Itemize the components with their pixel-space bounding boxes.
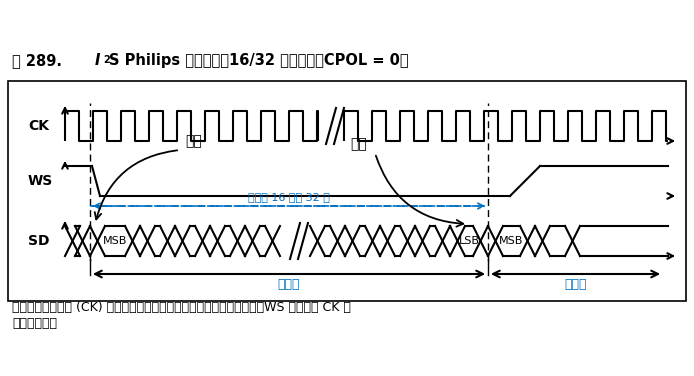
Text: 发送方在时钟信号 (CK) 的下降沿改变数据，接收方在上升沿读取数据。WS 信号也在 CK 的: 发送方在时钟信号 (CK) 的下降沿改变数据，接收方在上升沿读取数据。WS 信号… [12, 301, 351, 314]
Text: MSB: MSB [103, 236, 127, 246]
Text: 发送: 发送 [185, 134, 202, 148]
Text: 左通道: 左通道 [278, 278, 301, 291]
Text: 接收: 接收 [350, 137, 366, 151]
Text: SD: SD [28, 234, 49, 248]
Text: 2: 2 [103, 55, 110, 65]
Text: 下降沿变化。: 下降沿变化。 [12, 317, 57, 330]
Text: LSB: LSB [459, 236, 480, 246]
Bar [8, 81, 686, 301]
Text: WS: WS [28, 174, 53, 188]
Text: 图 289.: 图 289. [12, 53, 62, 68]
Text: S Philips 协议波形（16/32 位全精度，CPOL = 0）: S Philips 协议波形（16/32 位全精度，CPOL = 0） [109, 53, 409, 68]
Text: I: I [95, 53, 101, 68]
Text: CK: CK [28, 119, 49, 133]
Text: 右通道: 右通道 [564, 278, 586, 291]
Text: MSB: MSB [499, 236, 524, 246]
Text: 可能为 16 位或 32 位: 可能为 16 位或 32 位 [248, 192, 330, 202]
